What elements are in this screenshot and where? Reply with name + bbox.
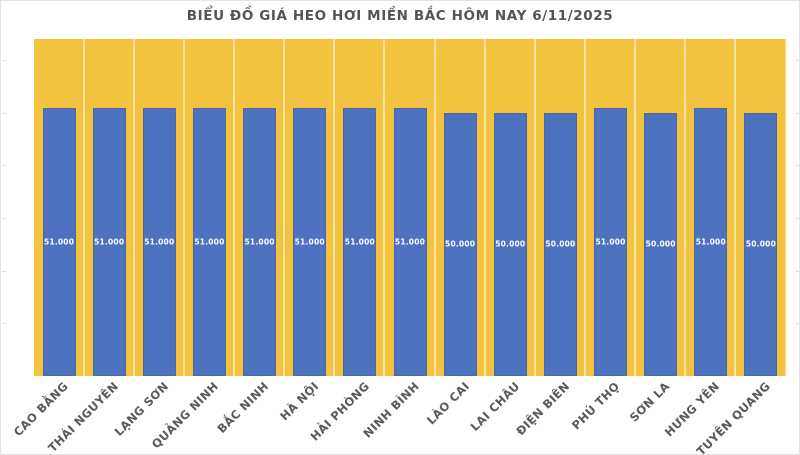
bar-value-label: 51.000 [695, 237, 726, 247]
category-separator-line [433, 39, 436, 376]
category-separator-line [634, 39, 637, 376]
bar: 51.000 [142, 107, 176, 376]
y-axis-tick [796, 218, 799, 219]
bar: 50.000 [493, 112, 527, 376]
bar: 51.000 [42, 107, 76, 376]
category-separator-line [383, 39, 386, 376]
bar-value-label: 51.000 [144, 237, 175, 247]
bar: 51.000 [594, 107, 628, 376]
bar-value-label: 51.000 [94, 237, 125, 247]
bar-value-label: 50.000 [445, 239, 476, 249]
bar-value-label: 51.000 [595, 237, 626, 247]
y-axis-tick [796, 60, 799, 62]
plot-area: 51.000 51.000 51.000 51.000 51.000 51.000 51.0… [34, 39, 787, 376]
category-separator-line [182, 39, 185, 376]
bar: 50.000 [443, 112, 477, 376]
bar: 51.000 [694, 107, 728, 376]
category-separator-line [684, 39, 687, 376]
category-separator-line [333, 39, 336, 376]
category-separator-line [734, 39, 737, 376]
x-axis-label-text: HÀ NỘI [277, 379, 322, 424]
bar-value-label: 50.000 [745, 239, 776, 249]
y-axis-tick [796, 112, 799, 114]
bar-value-label: 51.000 [43, 237, 75, 247]
bar-value-label: 50.000 [495, 239, 526, 249]
bar-value-label: 50.000 [645, 239, 676, 249]
bar: 50.000 [744, 112, 778, 376]
bar: 51.000 [393, 107, 427, 376]
x-axis-label-text: BẮC NINH [214, 379, 272, 436]
x-axis-label-text: PHÚ THỌ [569, 379, 623, 433]
y-axis-tick [2, 270, 6, 272]
bar: 50.000 [644, 112, 678, 376]
bar: 51.000 [92, 107, 126, 376]
chart-title: BIỂU ĐỒ GIÁ HEO HƠI MIỀN BẮC HÔM NAY 6/1… [186, 8, 614, 24]
y-axis-tick [2, 165, 6, 167]
bar-value-label: 51.000 [344, 237, 375, 247]
y-axis-tick [2, 218, 6, 219]
category-separator-line [82, 39, 85, 376]
x-axis-label-text: SƠN LA [626, 379, 673, 425]
bar: 51.000 [343, 107, 377, 376]
y-axis-tick [2, 60, 6, 62]
category-separator-line [583, 39, 586, 376]
bar: 51.000 [243, 107, 277, 376]
bar: 51.000 [293, 107, 327, 376]
category-separator-line [132, 39, 135, 376]
y-axis-tick [796, 270, 799, 272]
bar-value-label: 51.000 [294, 237, 325, 247]
category-separator-line [233, 39, 236, 376]
bar: 51.000 [192, 107, 226, 376]
category-separator-line [533, 39, 536, 376]
category-separator-line [784, 39, 787, 376]
x-axis-label-text: LÀO CAI [423, 379, 473, 428]
bar-value-label: 51.000 [394, 237, 426, 247]
y-axis-tick [2, 112, 6, 114]
bar: 50.000 [543, 112, 577, 376]
y-axis-tick [796, 165, 799, 167]
category-separator-line [483, 39, 486, 376]
bar-value-label: 50.000 [545, 239, 576, 249]
bar-value-label: 51.000 [244, 237, 275, 247]
bar-value-label: 51.000 [194, 237, 225, 247]
y-axis-tick [796, 323, 799, 325]
y-axis-tick [2, 323, 6, 325]
category-separator-line [283, 39, 286, 376]
